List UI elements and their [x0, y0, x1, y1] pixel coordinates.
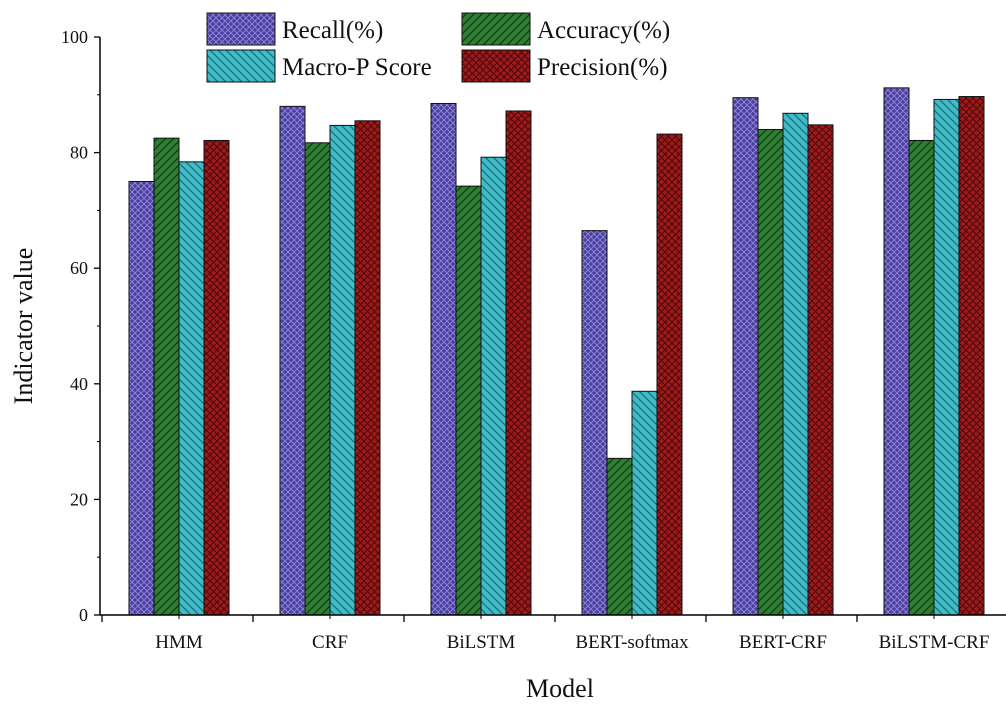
- bar-bilstm-crf-accuracy: [908, 139, 935, 616]
- legend-label-accuracy: Accuracy(%): [537, 17, 670, 44]
- legend-label-precision: Precision(%): [537, 54, 668, 81]
- bar-hmm-accuracy: [153, 137, 180, 616]
- bar-bert-softmax-macro-p-score: [631, 390, 658, 616]
- x-tick-label-bert-crf: BERT-CRF: [739, 632, 827, 653]
- bar-bilstm-crf-recall: [883, 87, 910, 616]
- x-tick-label-bilstm-crf: BiLSTM-CRF: [879, 632, 990, 653]
- bar-bert-crf-accuracy: [757, 128, 784, 616]
- y-tick-label: 20: [70, 489, 88, 509]
- x-tick-label-bert-softmax: BERT-softmax: [575, 632, 689, 653]
- bar-bilstm-precision: [505, 110, 532, 616]
- x-tick-label-hmm: HMM: [155, 632, 203, 653]
- bar-bert-crf-macro-p-score: [782, 112, 809, 616]
- plot-area: 0 20 40 60 80 100 HMM CRF BiLSTM BERT-softmax BERT…: [9, 12, 1006, 703]
- bar-crf-precision: [354, 120, 381, 616]
- legend-swatch-recall: [206, 12, 276, 46]
- bar-bert-softmax-accuracy: [606, 457, 633, 616]
- legend-swatch-accuracy: [461, 12, 531, 46]
- legend-swatch-macro-p-score: [206, 49, 276, 83]
- x-axis-title: Model: [526, 674, 594, 703]
- y-tick-label: 40: [70, 374, 88, 394]
- bar-bilstm-macro-p-score: [480, 156, 507, 616]
- bar-hmm-precision: [203, 139, 230, 616]
- bar-bert-crf-precision: [807, 124, 834, 616]
- bar-bilstm-crf-macro-p-score: [933, 98, 960, 616]
- bar-crf-recall: [279, 105, 306, 616]
- x-tick-label-bilstm: BiLSTM: [447, 632, 516, 653]
- y-tick-label: 80: [70, 143, 88, 163]
- bar-crf-accuracy: [304, 142, 331, 616]
- bar-bilstm-recall: [430, 102, 457, 616]
- bar-bert-crf-recall: [732, 97, 759, 616]
- legend-swatch-precision: [461, 49, 531, 83]
- bar-crf-macro-p-score: [329, 124, 356, 616]
- y-axis-title: Indicator value: [9, 248, 38, 405]
- legend-label-recall: Recall(%): [282, 17, 383, 44]
- bar-bert-softmax-recall: [581, 230, 608, 616]
- bar-bilstm-crf-precision: [958, 96, 985, 616]
- y-tick-label: 0: [79, 605, 88, 625]
- bar-hmm-macro-p-score: [178, 161, 205, 616]
- legend-label-macro-p-score: Macro-P Score: [282, 54, 432, 81]
- x-tick-label-crf: CRF: [312, 632, 348, 653]
- bar-bilstm-accuracy: [455, 185, 482, 616]
- bar-hmm-recall: [128, 181, 155, 616]
- y-tick-label: 100: [61, 27, 88, 47]
- bar-bert-softmax-precision: [656, 133, 683, 616]
- y-tick-label: 60: [70, 258, 88, 278]
